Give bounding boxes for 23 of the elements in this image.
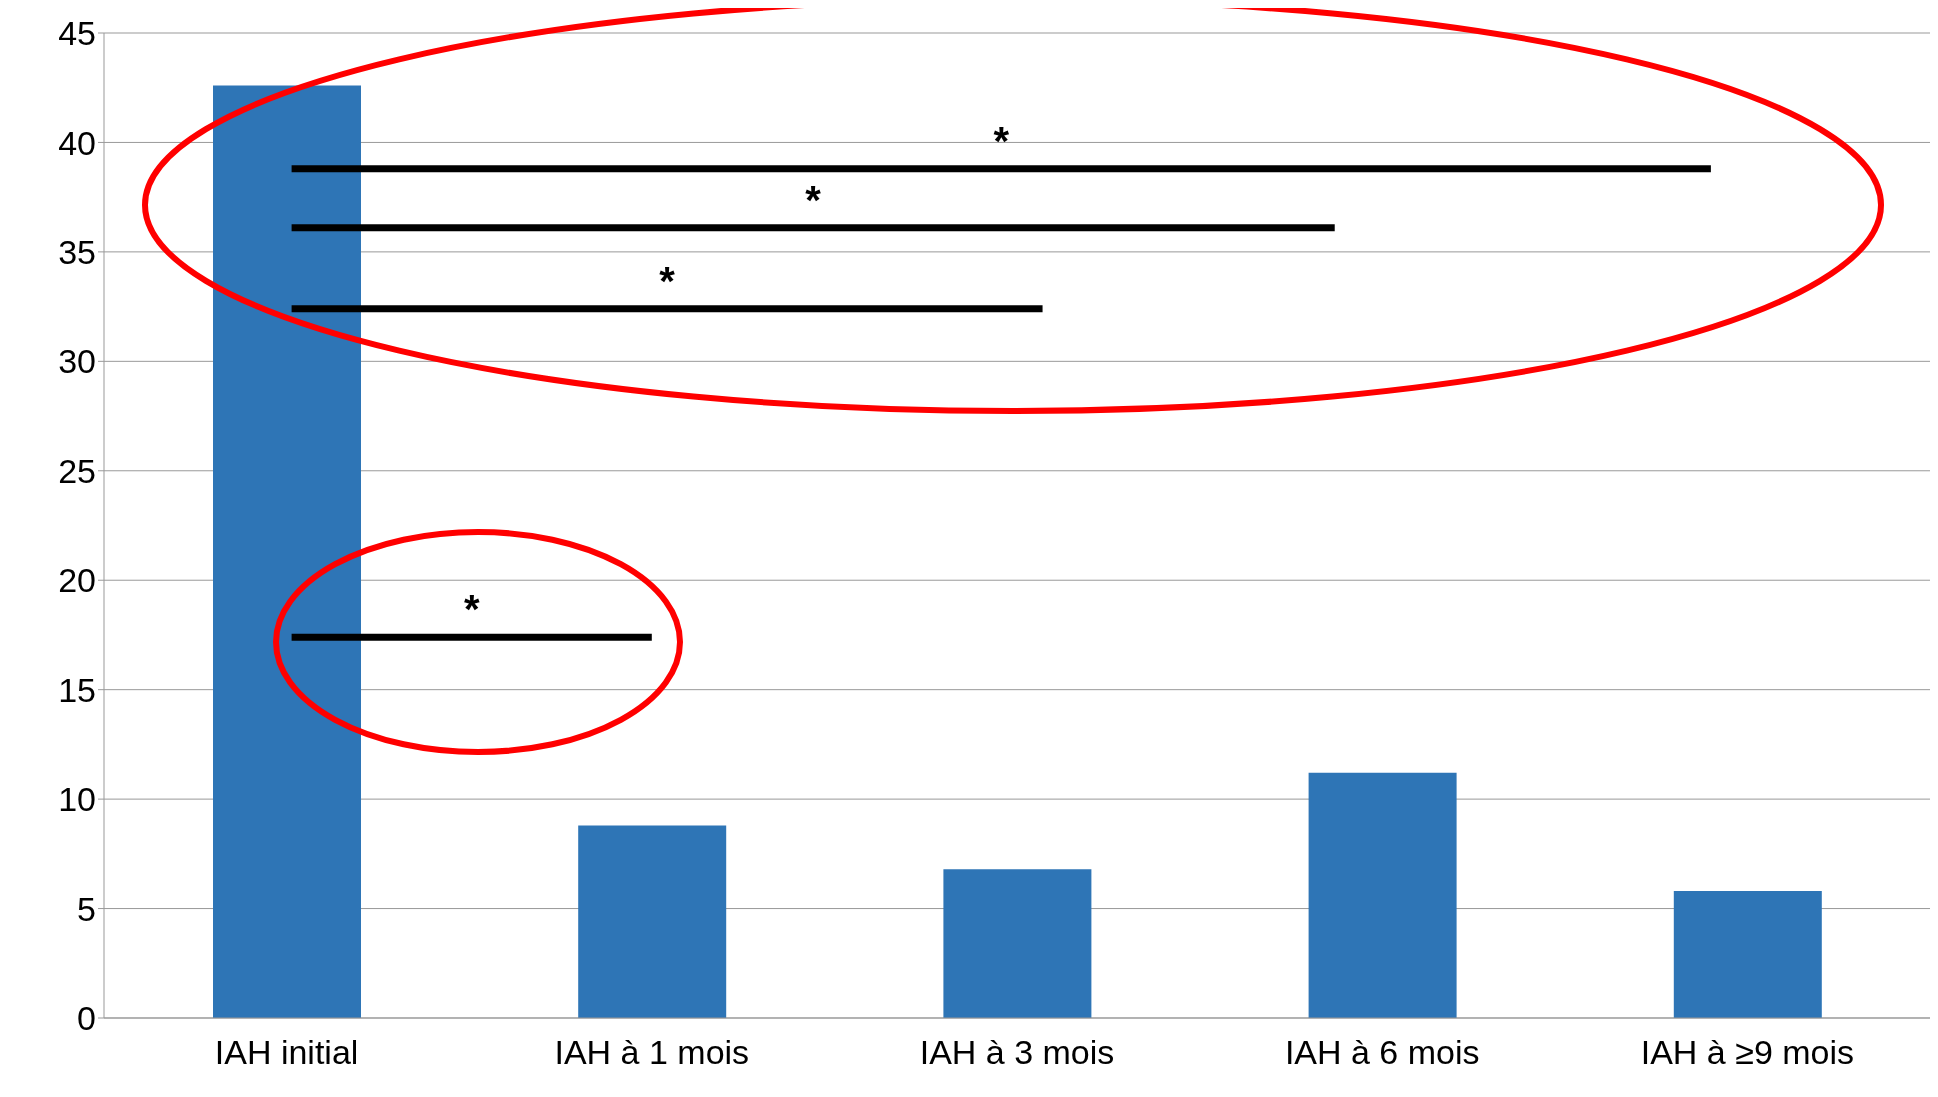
y-tick-label: 45 bbox=[58, 14, 96, 53]
y-tick-label: 0 bbox=[77, 999, 96, 1038]
y-tick-label: 40 bbox=[58, 123, 96, 162]
x-tick-label: IAH à 6 mois bbox=[1284, 1033, 1480, 1072]
y-tick-label: 25 bbox=[58, 451, 96, 490]
annotation: * bbox=[659, 258, 676, 303]
bar bbox=[578, 825, 727, 1018]
bar bbox=[1673, 891, 1822, 1018]
x-tick-label: IAH initial bbox=[214, 1033, 359, 1072]
x-tick-label: IAH à 1 mois bbox=[554, 1033, 750, 1072]
y-tick-label: 15 bbox=[58, 670, 96, 709]
x-tick-label: IAH à 3 mois bbox=[919, 1033, 1115, 1072]
y-tick-label: 20 bbox=[58, 561, 96, 600]
x-tick-label: IAH à ≥9 mois bbox=[1640, 1033, 1855, 1072]
y-tick-label: 30 bbox=[58, 342, 96, 381]
y-tick-label: 5 bbox=[77, 889, 96, 928]
bar bbox=[943, 869, 1092, 1018]
y-tick-label: 35 bbox=[58, 232, 96, 271]
annotation: * bbox=[805, 177, 822, 222]
bar bbox=[1308, 772, 1457, 1018]
annotation: * bbox=[463, 587, 480, 632]
annotation: * bbox=[993, 118, 1010, 163]
y-tick-label: 10 bbox=[58, 780, 96, 819]
